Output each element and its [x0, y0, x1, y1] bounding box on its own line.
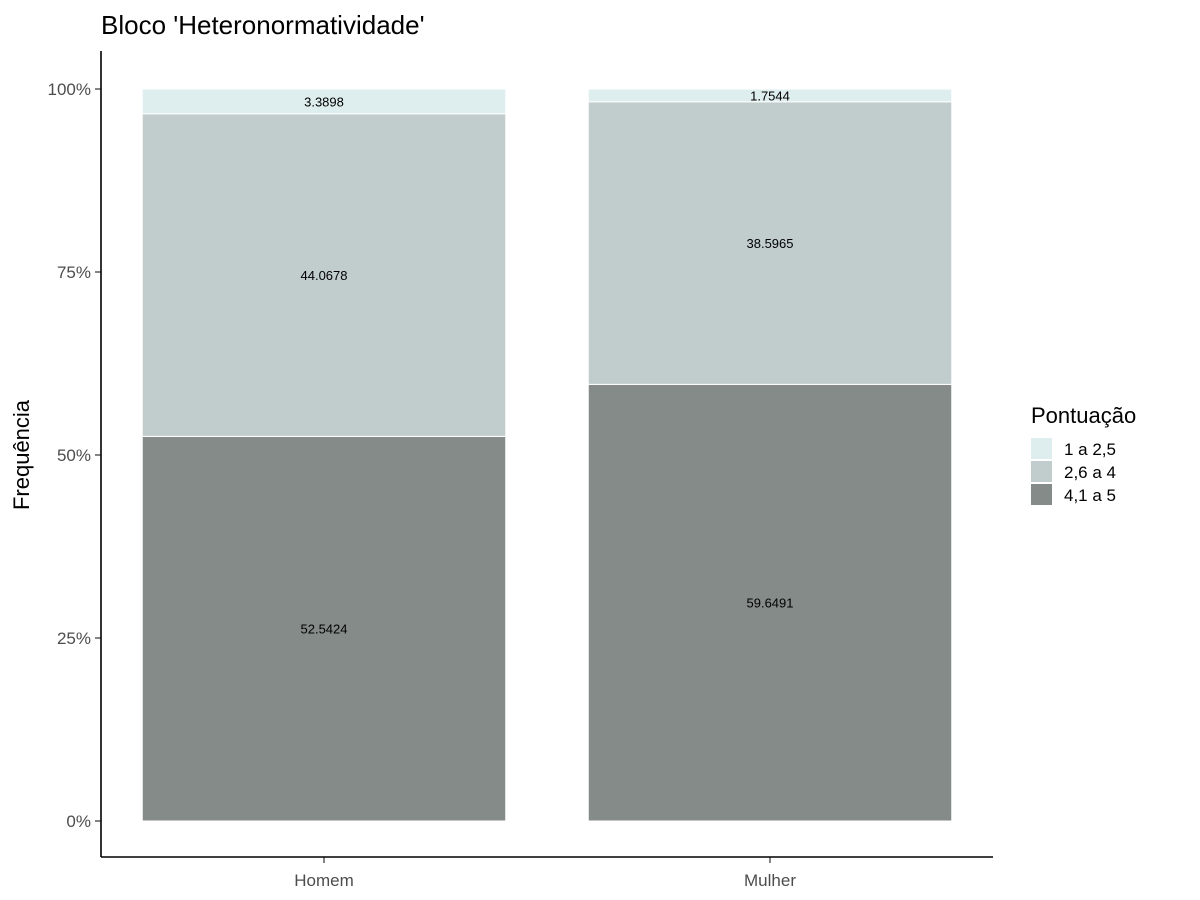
- legend-title: Pontuação: [1031, 403, 1136, 428]
- data-labels-group: 52.5424 44.0678 3.3898 59.6491 38.5965 1.7544: [301, 88, 794, 636]
- x-axis: Homem Mulher: [101, 856, 993, 890]
- data-label: 38.5965: [747, 236, 794, 251]
- y-tick-label: 25%: [57, 629, 91, 648]
- chart-title: Bloco 'Heteronormatividade': [101, 10, 425, 40]
- data-label: 59.6491: [747, 596, 794, 611]
- y-tick-label: 75%: [57, 263, 91, 282]
- data-label: 44.0678: [301, 268, 348, 283]
- bar-segment: [587, 383, 953, 822]
- y-axis: 0% 25% 50% 75% 100%: [48, 51, 102, 857]
- data-label: 3.3898: [304, 94, 344, 109]
- x-tick-label: Homem: [294, 871, 354, 890]
- legend-label: 2,6 a 4: [1064, 463, 1116, 482]
- bar-segment: [587, 101, 953, 385]
- y-tick-label: 100%: [48, 80, 91, 99]
- y-tick-label: 50%: [57, 446, 91, 465]
- x-tick-label: Mulher: [744, 871, 796, 890]
- legend-swatch: [1031, 438, 1052, 459]
- legend-swatch: [1031, 461, 1052, 482]
- bars-group: [141, 88, 953, 822]
- bar-segment: [141, 113, 507, 437]
- bar-segment: [587, 88, 953, 103]
- legend-label: 1 a 2,5: [1064, 440, 1116, 459]
- data-label: 52.5424: [301, 622, 348, 637]
- legend-swatch: [1031, 484, 1052, 505]
- y-axis-title: Frequência: [9, 399, 34, 510]
- bar-segment: [141, 88, 507, 115]
- legend-label: 4,1 a 5: [1064, 486, 1116, 505]
- y-tick-label: 0%: [66, 812, 91, 831]
- bar-segment: [141, 435, 507, 822]
- data-label: 1.7544: [750, 88, 790, 103]
- legend: Pontuação 1 a 2,5 2,6 a 4 4,1 a 5: [1031, 403, 1136, 505]
